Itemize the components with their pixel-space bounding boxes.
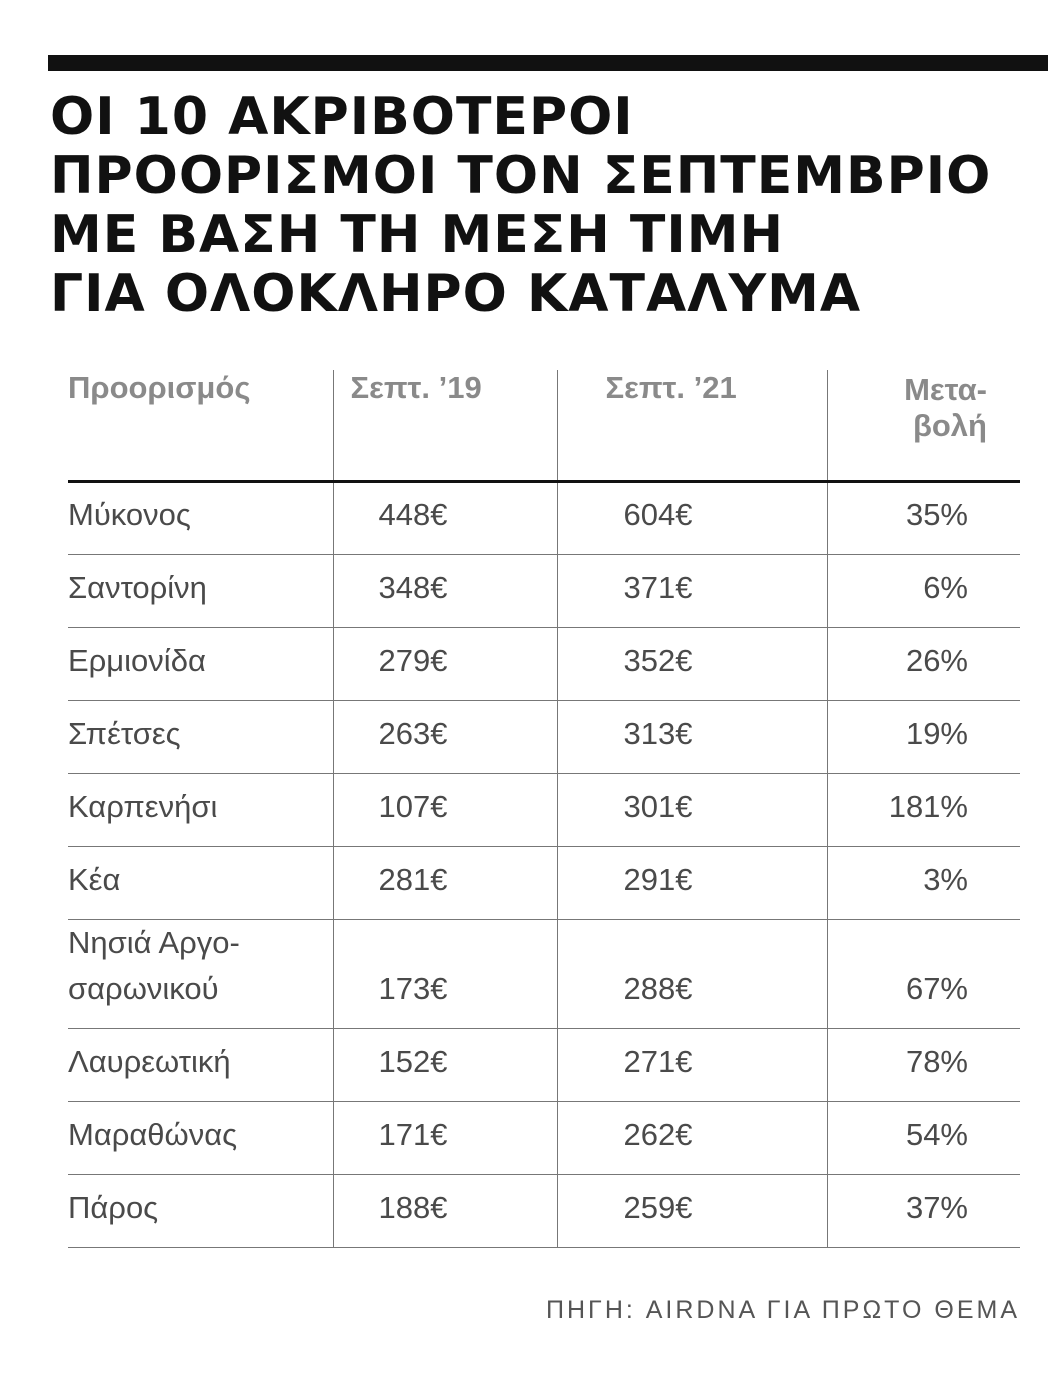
- header-line: Προορισμός: [68, 370, 251, 405]
- value-cell: 448€: [332, 481, 557, 555]
- table-head: Προορισμός Σεπτ. ’19 Σεπτ. ’21 Μετα-βολή: [68, 370, 1020, 483]
- value-cell: 188€: [332, 1174, 557, 1248]
- destination-cell: Μαραθώνας: [68, 1101, 333, 1175]
- value-cell: 78%: [826, 1028, 1020, 1102]
- value-cell: 171€: [332, 1101, 557, 1175]
- value-cell: 152€: [332, 1028, 557, 1102]
- header-line: Σεπτ. ’21: [605, 370, 737, 405]
- price-table: Προορισμός Σεπτ. ’19 Σεπτ. ’21 Μετα-βολή Μύ…: [68, 370, 1020, 1248]
- table-row: Λαυρεωτική 152€ 271€ 78%: [68, 1028, 1020, 1102]
- value-cell: 291€: [556, 846, 827, 920]
- cell-line: Πάρος: [68, 1190, 159, 1225]
- value-cell: 262€: [556, 1101, 827, 1175]
- header-line: βολή: [912, 408, 987, 443]
- value-cell: 173€: [332, 919, 557, 1029]
- table-row: Κέα 281€ 291€ 3%: [68, 846, 1020, 920]
- table-body: Μύκονος 448€ 604€ 35% Σαντορίνη 348€ 371€ 6% Ερμ…: [68, 481, 1020, 1248]
- title-line: ΓΙΑ ΟΛΟΚΛΗΡΟ ΚΑΤΑΛΥΜΑ: [50, 264, 862, 324]
- cell-line: Μαραθώνας: [68, 1117, 238, 1152]
- table-row: Σαντορίνη 348€ 371€ 6%: [68, 554, 1020, 628]
- destination-cell: Σπέτσες: [68, 700, 333, 774]
- table-row: Σπέτσες 263€ 313€ 19%: [68, 700, 1020, 774]
- value-cell: 371€: [556, 554, 827, 628]
- value-cell: 281€: [332, 846, 557, 920]
- value-cell: 107€: [332, 773, 557, 847]
- header-line: Σεπτ. ’19: [350, 370, 482, 405]
- destination-cell: Λαυρεωτική: [68, 1028, 333, 1102]
- destination-cell: Νησιά Αργο-σαρωνικού: [68, 919, 333, 1029]
- cell-line: Λαυρεωτική: [68, 1044, 231, 1079]
- value-cell: 37%: [826, 1174, 1020, 1248]
- destination-cell: Καρπενήσι: [68, 773, 333, 847]
- table-row: Νησιά Αργο-σαρωνικού 173€ 288€ 67%: [68, 919, 1020, 1029]
- cell-line: Ερμιονίδα: [68, 643, 206, 678]
- source: ΠΗΓΗ: AIRDNA ΓΙΑ ΠΡΩΤΟ ΘΕΜΑ: [545, 1296, 1020, 1324]
- title-line: ΜΕ ΒΑΣΗ ΤΗ ΜΕΣΗ ΤΙΜΗ: [50, 205, 784, 265]
- value-cell: 35%: [826, 481, 1020, 555]
- cell-line: Κέα: [68, 862, 121, 897]
- value-cell: 348€: [332, 554, 557, 628]
- cell-line: Νησιά Αργο-: [68, 925, 240, 960]
- destination-cell: Κέα: [68, 846, 333, 920]
- value-cell: 279€: [332, 627, 557, 701]
- value-cell: 352€: [556, 627, 827, 701]
- cell-line: Σαντορίνη: [68, 570, 207, 605]
- title: ΟΙ 10 ΑΚΡΙΒΟΤΕΡΟΙ ΠΡΟΟΡΙΣΜΟΙ ΤΟΝ ΣΕΠΤΕΜΒΡ…: [50, 88, 991, 324]
- header-line: Μετα-: [904, 372, 987, 407]
- title-line: ΠΡΟΟΡΙΣΜΟΙ ΤΟΝ ΣΕΠΤΕΜΒΡΙΟ: [50, 146, 992, 206]
- destination-cell: Σαντορίνη: [68, 554, 333, 628]
- cell-line: Μύκονος: [68, 497, 191, 532]
- value-cell: 259€: [556, 1174, 827, 1248]
- value-cell: 19%: [826, 700, 1020, 774]
- cell-line: Καρπενήσι: [68, 789, 218, 824]
- top-rule: [48, 55, 1048, 71]
- value-cell: 3%: [826, 846, 1020, 920]
- value-cell: 181%: [826, 773, 1020, 847]
- value-cell: 271€: [556, 1028, 827, 1102]
- value-cell: 604€: [556, 481, 827, 555]
- column-header: Σεπτ. ’21: [556, 370, 827, 483]
- value-cell: 263€: [332, 700, 557, 774]
- table-row: Μαραθώνας 171€ 262€ 54%: [68, 1101, 1020, 1175]
- destination-cell: Μύκονος: [68, 481, 333, 555]
- value-cell: 67%: [826, 919, 1020, 1029]
- title-line: ΟΙ 10 ΑΚΡΙΒΟΤΕΡΟΙ: [50, 87, 634, 147]
- destination-cell: Πάρος: [68, 1174, 333, 1248]
- value-cell: 26%: [826, 627, 1020, 701]
- value-cell: 54%: [826, 1101, 1020, 1175]
- table-row: Ερμιονίδα 279€ 352€ 26%: [68, 627, 1020, 701]
- value-cell: 6%: [826, 554, 1020, 628]
- header-row: Προορισμός Σεπτ. ’19 Σεπτ. ’21 Μετα-βολή: [68, 370, 1020, 483]
- destination-cell: Ερμιονίδα: [68, 627, 333, 701]
- table-row: Πάρος 188€ 259€ 37%: [68, 1174, 1020, 1248]
- value-cell: 288€: [556, 919, 827, 1029]
- cell-line: σαρωνικού: [68, 971, 219, 1006]
- value-cell: 301€: [556, 773, 827, 847]
- table-row: Μύκονος 448€ 604€ 35%: [68, 481, 1020, 555]
- value-cell: 313€: [556, 700, 827, 774]
- column-header: Μετα-βολή: [826, 370, 1020, 483]
- column-header: Σεπτ. ’19: [332, 370, 557, 483]
- cell-line: Σπέτσες: [68, 716, 181, 751]
- column-header: Προορισμός: [68, 370, 333, 483]
- table-row: Καρπενήσι 107€ 301€ 181%: [68, 773, 1020, 847]
